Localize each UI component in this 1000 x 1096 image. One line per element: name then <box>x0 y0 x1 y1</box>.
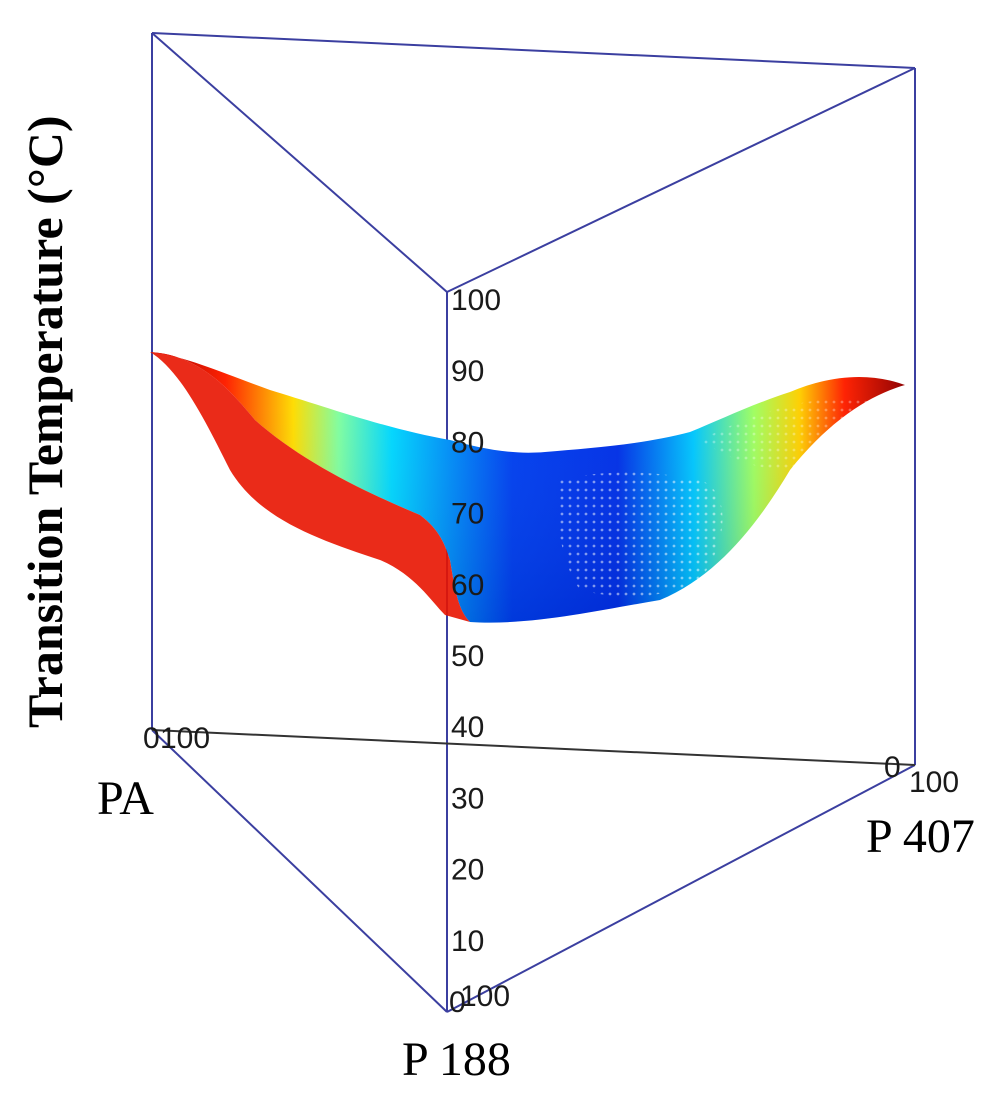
top-back-edge <box>151 32 916 69</box>
z-tick-60: 60 <box>451 569 484 602</box>
p407-tick-0: 0 <box>884 751 901 784</box>
pa-tick-100: 100 <box>160 722 210 755</box>
z-tick-50: 50 <box>451 640 484 673</box>
p188-tick-100: 100 <box>460 980 510 1013</box>
y-axis-label: Transition Temperature (°C) <box>17 115 73 728</box>
z-tick-80: 80 <box>451 426 484 459</box>
z-tick-40: 40 <box>451 711 484 744</box>
pa-tick-0: 0 <box>143 722 160 755</box>
base-left-edge <box>151 729 448 1013</box>
z-tick-20: 20 <box>451 854 484 887</box>
p188-tick-0: 0 <box>449 986 466 1019</box>
top-right-edge <box>446 67 916 293</box>
z-tick-100: 100 <box>451 284 501 317</box>
z-tick-90: 90 <box>451 355 484 388</box>
base-back-edge <box>151 729 916 766</box>
z-tick-30: 30 <box>451 782 484 815</box>
surface-dot-texture-right <box>700 399 880 470</box>
top-left-edge <box>151 32 448 293</box>
surface-left-flank <box>150 352 470 622</box>
z-tick-70: 70 <box>451 498 484 531</box>
corner-label-p407: P 407 <box>866 810 975 863</box>
prism-frame <box>151 32 916 1013</box>
surface-shading <box>150 352 905 623</box>
p407-tick-100: 100 <box>909 766 959 799</box>
base-right-edge <box>446 764 916 1013</box>
z-tick-10: 10 <box>451 925 484 958</box>
z-axis-ticks: 0102030405060708090100 <box>451 284 501 958</box>
corner-label-pa: PA <box>97 772 154 825</box>
vertex-ticks: 0 100 0 100 0 100 <box>143 722 959 1019</box>
corner-label-p188: P 188 <box>402 1033 511 1086</box>
response-surface <box>150 352 905 623</box>
surface-dot-texture <box>558 472 723 597</box>
